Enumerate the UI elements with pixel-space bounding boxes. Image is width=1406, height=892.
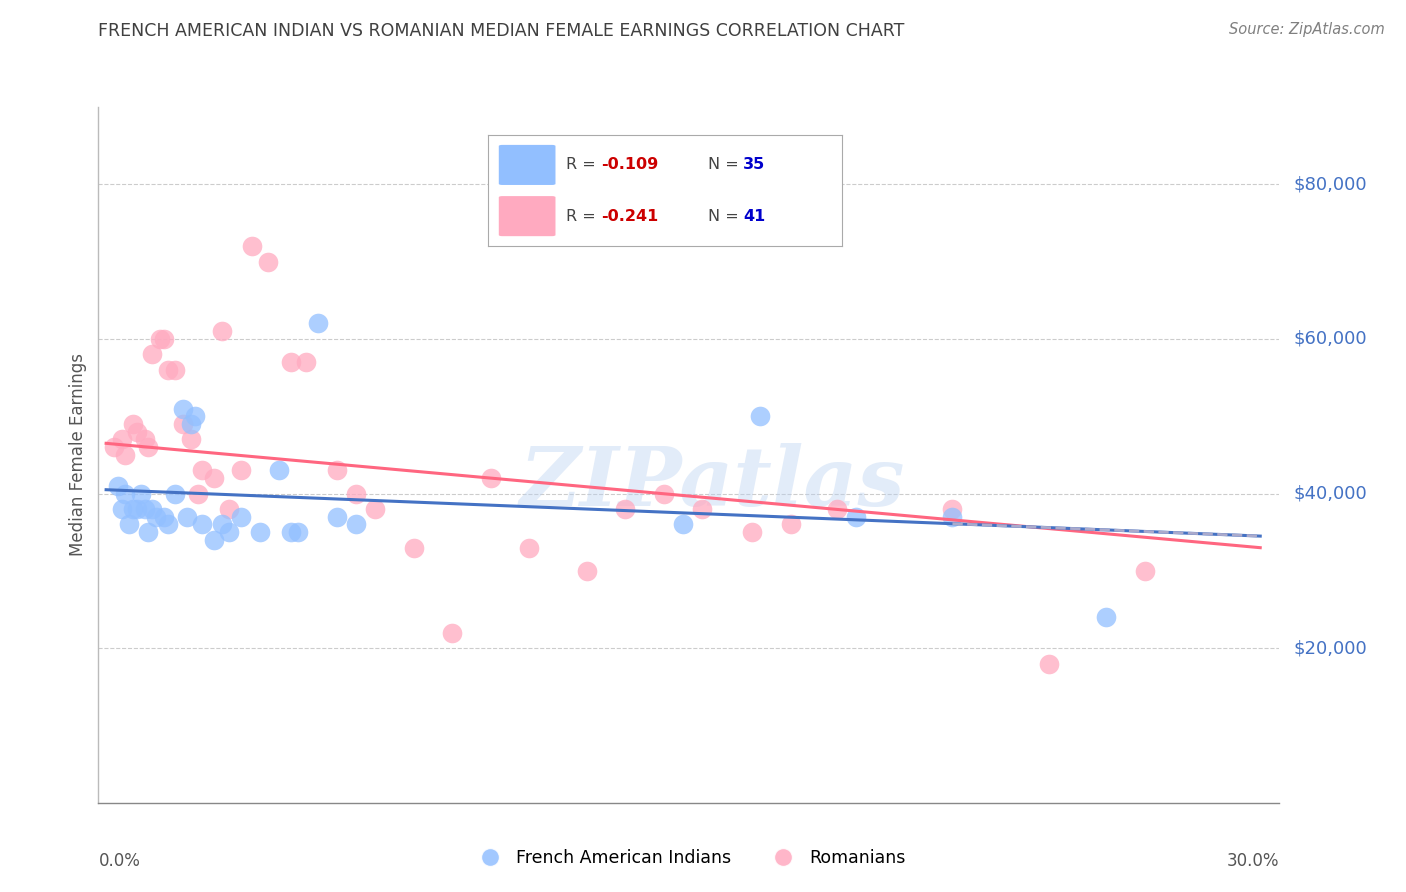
Point — [344, 517, 367, 532]
Point — [211, 517, 233, 532]
Point — [229, 463, 252, 477]
Point — [125, 425, 148, 439]
Point — [141, 347, 163, 361]
Point — [138, 440, 160, 454]
Point — [180, 417, 202, 431]
Point — [692, 502, 714, 516]
Point — [295, 355, 318, 369]
Point — [202, 533, 225, 547]
Point — [780, 517, 803, 532]
Legend: French American Indians, Romanians: French American Indians, Romanians — [465, 842, 912, 874]
Point — [122, 417, 145, 431]
Point — [479, 471, 502, 485]
Point — [652, 486, 675, 500]
Point — [280, 525, 302, 540]
Y-axis label: Median Female Earnings: Median Female Earnings — [69, 353, 87, 557]
Point — [149, 332, 172, 346]
Point — [114, 486, 136, 500]
Point — [156, 363, 179, 377]
Point — [118, 517, 141, 532]
Point — [103, 440, 125, 454]
Text: -0.109: -0.109 — [602, 157, 659, 172]
Point — [172, 401, 194, 416]
Point — [280, 355, 302, 369]
Point — [825, 502, 848, 516]
Text: R =: R = — [567, 157, 600, 172]
Point — [138, 525, 160, 540]
Text: Source: ZipAtlas.com: Source: ZipAtlas.com — [1229, 22, 1385, 37]
Point — [240, 239, 263, 253]
Point — [191, 517, 214, 532]
Point — [287, 525, 309, 540]
Point — [134, 502, 156, 516]
Point — [218, 525, 240, 540]
Point — [145, 509, 167, 524]
Point — [183, 409, 205, 424]
Point — [172, 417, 194, 431]
Text: $60,000: $60,000 — [1294, 330, 1367, 348]
Text: 35: 35 — [744, 157, 765, 172]
FancyBboxPatch shape — [499, 145, 555, 185]
Point — [211, 324, 233, 338]
Point — [129, 486, 152, 500]
Point — [165, 363, 187, 377]
Point — [134, 433, 156, 447]
Point — [125, 502, 148, 516]
Point — [218, 502, 240, 516]
Point — [202, 471, 225, 485]
Point — [575, 564, 598, 578]
Point — [110, 502, 132, 516]
Text: N =: N = — [707, 209, 744, 224]
Point — [156, 517, 179, 532]
Point — [614, 502, 637, 516]
Point — [110, 433, 132, 447]
Point — [176, 509, 198, 524]
Point — [165, 486, 187, 500]
Point — [344, 486, 367, 500]
Point — [153, 509, 176, 524]
Text: FRENCH AMERICAN INDIAN VS ROMANIAN MEDIAN FEMALE EARNINGS CORRELATION CHART: FRENCH AMERICAN INDIAN VS ROMANIAN MEDIA… — [98, 22, 905, 40]
Text: R =: R = — [567, 209, 600, 224]
Text: $20,000: $20,000 — [1294, 640, 1367, 657]
Text: 30.0%: 30.0% — [1227, 852, 1279, 870]
Point — [741, 525, 763, 540]
Point — [180, 433, 202, 447]
Point — [249, 525, 271, 540]
Point — [229, 509, 252, 524]
Point — [941, 509, 963, 524]
Point — [191, 463, 214, 477]
Text: 0.0%: 0.0% — [98, 852, 141, 870]
Point — [364, 502, 387, 516]
Point — [672, 517, 695, 532]
Point — [1038, 657, 1060, 671]
Point — [187, 486, 209, 500]
Point — [114, 448, 136, 462]
Point — [845, 509, 868, 524]
Point — [441, 625, 464, 640]
Text: N =: N = — [707, 157, 744, 172]
Point — [307, 317, 329, 331]
Point — [402, 541, 425, 555]
Point — [122, 502, 145, 516]
Point — [749, 409, 772, 424]
Text: 41: 41 — [744, 209, 765, 224]
Point — [107, 479, 129, 493]
Text: $80,000: $80,000 — [1294, 176, 1367, 194]
Point — [269, 463, 291, 477]
Point — [1095, 610, 1118, 624]
FancyBboxPatch shape — [499, 196, 555, 236]
Text: ZIPatlas: ZIPatlas — [520, 442, 905, 523]
Point — [153, 332, 176, 346]
Point — [326, 509, 349, 524]
Point — [941, 502, 963, 516]
Point — [256, 254, 278, 268]
Point — [326, 463, 349, 477]
Text: -0.241: -0.241 — [602, 209, 659, 224]
Point — [517, 541, 540, 555]
Point — [1133, 564, 1156, 578]
Point — [141, 502, 163, 516]
Text: $40,000: $40,000 — [1294, 484, 1367, 502]
